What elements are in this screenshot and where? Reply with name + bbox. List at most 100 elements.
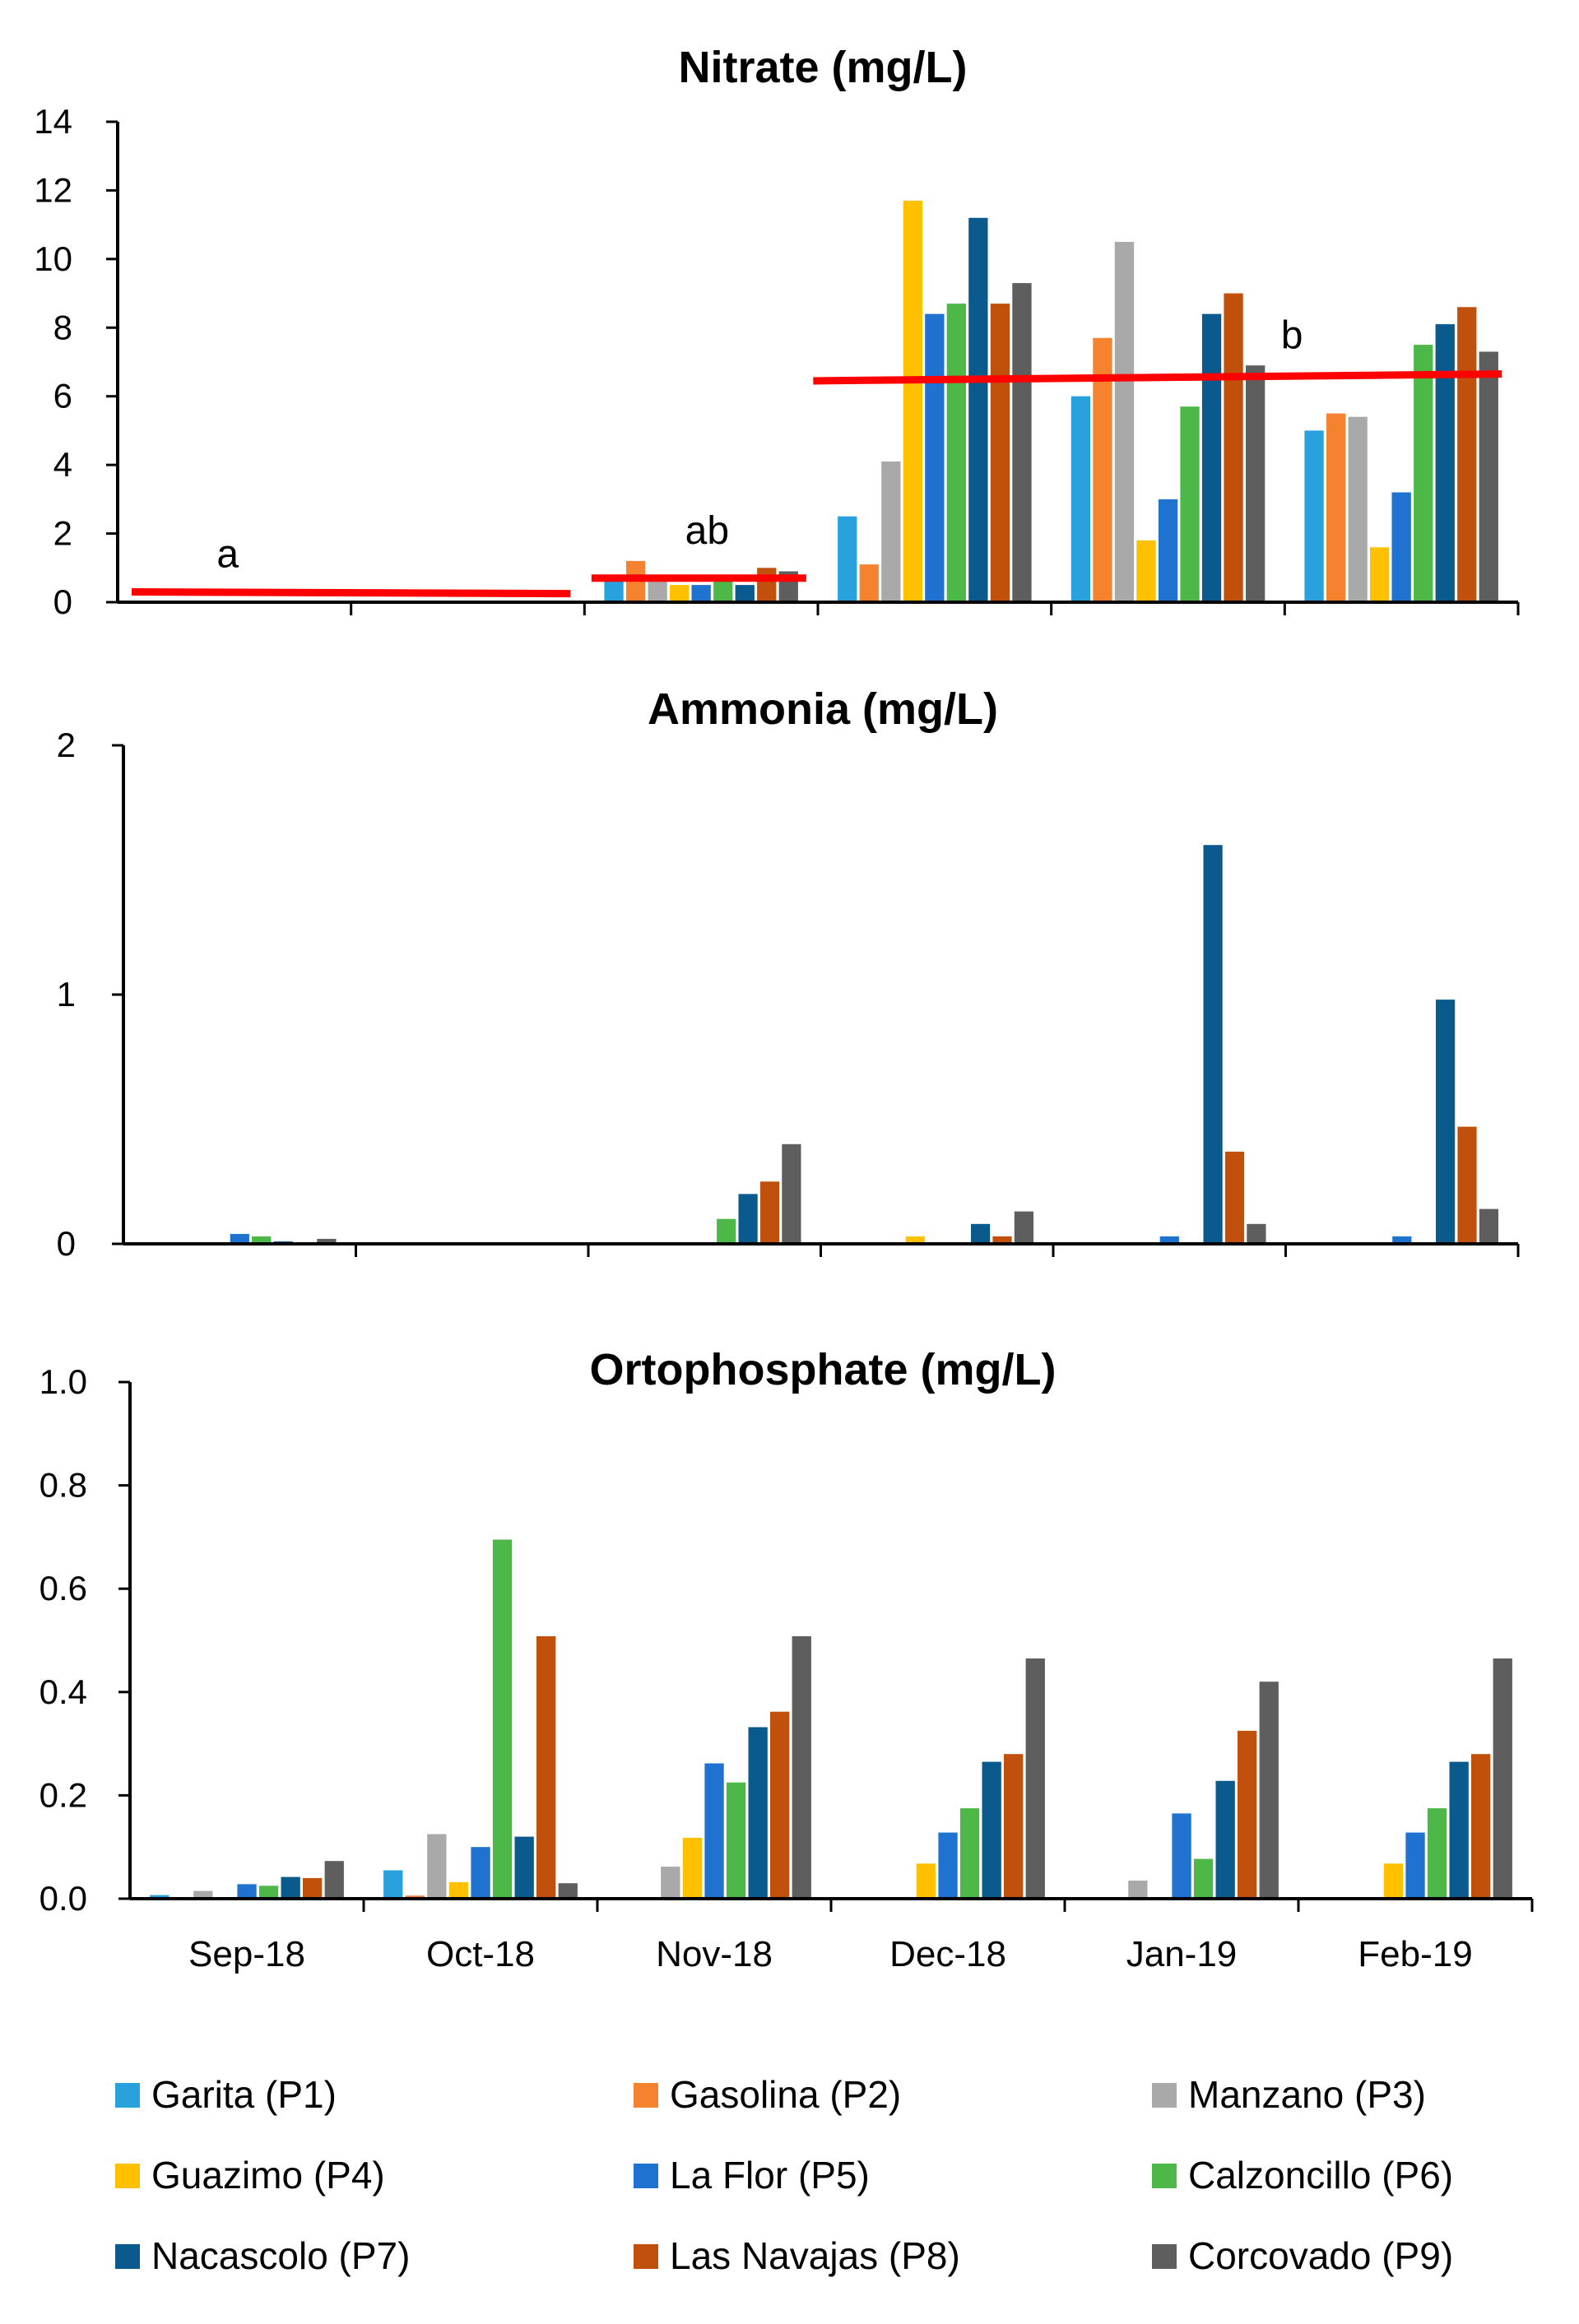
legend-label: Guazimo (P4) [151,2154,385,2196]
bar-feb-19-p9 [1493,1658,1512,1899]
bar-dec-18-p6 [959,1808,980,1899]
y-tick-label: 10 [34,239,72,278]
bar-oct-18-p6 [492,1539,513,1899]
bar-dec-18-p7 [968,217,988,602]
bar-feb-19-p4 [1383,1863,1404,1899]
bar-jan-19-p9 [1246,365,1266,602]
bar-oct-18-p3 [427,1834,447,1899]
bar-dec-18-p9 [1014,1211,1033,1244]
bar-feb-19-p9 [1479,1208,1498,1244]
bar-feb-19-p7 [1436,1000,1456,1244]
y-tick-label: 2 [57,726,76,764]
bar-nov-18-p8 [770,1711,790,1899]
x-label-jan-19: Jan-19 [1126,1934,1238,1974]
bar-jan-19-p5 [1159,1236,1179,1244]
legend-label: Calzoncillo (P6) [1188,2154,1453,2196]
bar-sep-18-p7 [281,1876,300,1899]
bar-oct-18-p5 [471,1847,490,1899]
significance-letter-b: b [1281,313,1303,357]
bar-jan-19-p1 [1070,396,1091,602]
bar-sep-18-p5 [237,1884,257,1899]
legend-label: La Flor (P5) [670,2154,870,2196]
bar-feb-19-p4 [1370,547,1390,602]
bar-jan-19-p8 [1224,1151,1245,1244]
bar-dec-18-p8 [992,1236,1012,1244]
bar-nov-18-p9 [792,1636,811,1899]
y-tick-label: 0.0 [39,1879,87,1918]
y-tick-label: 0.2 [39,1775,87,1814]
x-label-dec-18: Dec-18 [889,1934,1006,1974]
bar-feb-19-p6 [1427,1808,1447,1899]
bar-jan-19-p8 [1238,1730,1257,1899]
legend-swatch [1152,2164,1177,2188]
bar-dec-18-p7 [982,1761,1001,1899]
legend-label: Corcovado (P9) [1188,2234,1453,2277]
bar-sep-18-p9 [324,1861,344,1899]
bar-jan-19-p3 [1128,1881,1148,1899]
bar-nov-18-p3 [661,1867,680,1899]
bar-dec-18-p8 [990,304,1010,602]
bar-jan-19-p6 [1180,406,1200,602]
nitrate-bars [604,200,1498,602]
bar-feb-19-p8 [1457,307,1477,602]
bar-nov-18-p6 [717,1218,736,1244]
bar-nov-18-p8 [759,1181,780,1245]
bar-jan-19-p4 [1136,540,1156,602]
bar-sep-18-p6 [258,1886,279,1899]
bar-dec-18-p5 [925,313,945,602]
bar-nov-18-p7 [748,1727,768,1899]
legend-label: Las Navajas (P8) [670,2234,960,2277]
legend-item-p9: Corcovado (P9) [1152,2234,1453,2277]
legend-label: Manzano (P3) [1188,2073,1426,2116]
legend-swatch [115,2164,140,2188]
bar-dec-18-p4 [905,1236,925,1244]
x-label-oct-18: Oct-18 [426,1934,535,1974]
bar-jan-19-p7 [1201,313,1222,602]
bar-nov-18-p7 [735,585,755,602]
bar-nov-18-p9 [782,1143,801,1244]
bar-oct-18-p7 [514,1836,534,1899]
bar-dec-18-p5 [938,1832,958,1899]
legend-swatch [1152,2244,1177,2269]
bar-oct-18-p8 [536,1636,556,1899]
y-tick-label: 12 [34,170,72,209]
bar-sep-18-p5 [230,1233,249,1244]
bar-dec-18-p9 [1012,283,1032,602]
y-tick-label: 1.0 [39,1362,87,1401]
bar-feb-19-p5 [1392,1236,1412,1244]
bar-jan-19-p6 [1193,1858,1214,1899]
bar-sep-18-p6 [252,1236,272,1244]
bar-dec-18-p7 [971,1223,991,1244]
bar-feb-19-p5 [1405,1832,1425,1899]
bar-dec-18-p2 [859,564,879,602]
y-tick-label: 0.4 [39,1672,87,1711]
legend-item-p2: Gasolina (P2) [634,2073,901,2116]
ortophosphate-chart-title: Ortophosphate (mg/L) [590,1345,1057,1394]
bar-oct-18-p1 [383,1870,403,1899]
legend-item-p5: La Flor (P5) [634,2154,870,2196]
significance-letter-a: a [216,532,239,576]
legend-item-p6: Calzoncillo (P6) [1152,2154,1453,2196]
ammonia-axes: 0 1 2 [57,726,1520,1263]
bar-nov-18-p8 [757,568,777,602]
bar-feb-19-p8 [1471,1754,1491,1899]
legend-swatch [1152,2083,1177,2108]
legend-item-p3: Manzano (P3) [1152,2073,1426,2116]
legend-swatch [115,2083,140,2108]
bar-feb-19-p9 [1479,351,1498,602]
bar-jan-19-p7 [1203,845,1223,1244]
bar-jan-19-p7 [1215,1780,1235,1899]
y-tick-label: 4 [53,445,72,484]
bar-feb-19-p3 [1348,416,1368,602]
y-tick-label: 14 [34,102,72,141]
bar-nov-18-p5 [704,1763,724,1899]
bar-feb-19-p1 [1304,430,1324,602]
bar-sep-18-p8 [303,1877,323,1899]
bar-feb-19-p5 [1391,492,1411,602]
bar-jan-19-p5 [1172,1813,1191,1899]
bar-jan-19-p9 [1259,1682,1279,1899]
bar-feb-19-p7 [1435,324,1455,602]
x-axis-month-labels: Sep-18 Oct-18 Nov-18 Dec-18 Jan-19 Feb-19 [188,1934,1473,1974]
bar-feb-19-p2 [1326,413,1346,602]
